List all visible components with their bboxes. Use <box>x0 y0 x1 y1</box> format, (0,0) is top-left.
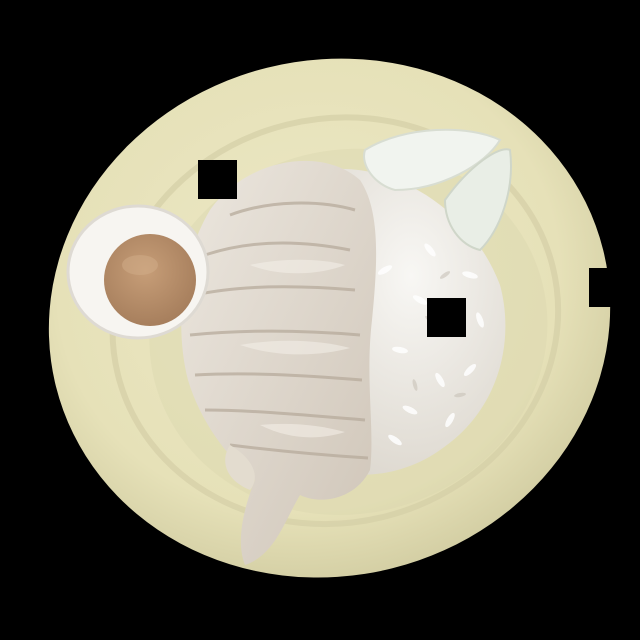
occluders <box>88 80 640 337</box>
occluder-square-3 <box>589 268 628 307</box>
sliced-chicken <box>181 160 377 565</box>
occluder-square-5 <box>603 210 640 249</box>
cucumber-slices <box>363 128 512 252</box>
occluder-square-2 <box>427 298 466 337</box>
occluder-square-1 <box>198 160 237 199</box>
sauce-dish <box>66 204 210 340</box>
